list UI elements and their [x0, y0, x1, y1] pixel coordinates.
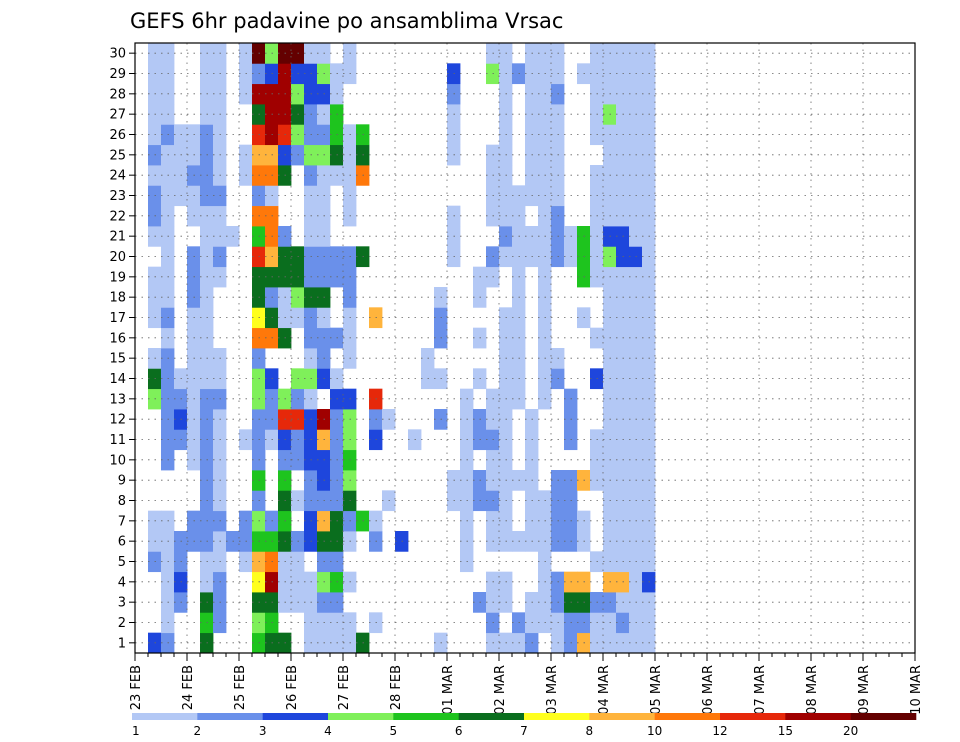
legend-label: 7: [520, 724, 528, 738]
legend-label: 15: [778, 724, 793, 738]
y-tick-label: 19: [109, 270, 126, 285]
y-tick-label: 11: [109, 433, 126, 448]
x-tick-label: 08 MAR: [805, 665, 820, 715]
legend-label: 5: [390, 724, 398, 738]
y-tick-label: 10: [109, 453, 126, 468]
x-tick-label: 27 FEB: [337, 665, 352, 710]
x-tick-label: 02 MAR: [493, 665, 508, 715]
x-tick-label: 25 FEB: [233, 665, 248, 710]
y-tick-label: 4: [118, 575, 126, 590]
y-tick-label: 16: [109, 331, 126, 346]
legend-swatch: [654, 713, 721, 720]
legend-label: 2: [194, 724, 202, 738]
legend-swatch: [328, 713, 394, 720]
x-tick-label: 01 MAR: [441, 665, 456, 715]
y-tick-label: 13: [109, 392, 126, 407]
legend-swatch: [850, 713, 917, 720]
x-tick-label: 05 MAR: [649, 665, 664, 715]
x-tick-label: 28 FEB: [389, 665, 404, 710]
y-axis: 1234567891011121314151617181920212223242…: [109, 47, 135, 651]
y-tick-label: 18: [109, 291, 126, 306]
y-tick-label: 28: [109, 87, 126, 102]
legend-swatch: [589, 713, 655, 720]
y-tick-label: 7: [118, 514, 126, 529]
y-tick-label: 8: [118, 494, 126, 509]
legend-swatch: [262, 713, 329, 720]
x-tick-label: 10 MAR: [909, 665, 924, 715]
legend-label: 6: [455, 724, 463, 738]
y-tick-label: 29: [109, 67, 126, 82]
y-tick-label: 17: [109, 311, 126, 326]
x-axis: 23 FEB 24 FEB 25 FEB 26 FEB 27 FEB 28 FEB 01 M…: [129, 653, 924, 715]
legend-swatch: [197, 713, 263, 720]
x-tick-label: 26 FEB: [285, 665, 300, 710]
y-tick-label: 30: [109, 47, 126, 62]
legend-label: 3: [259, 724, 267, 738]
y-tick-label: 12: [109, 413, 126, 428]
legend-label: 12: [712, 724, 727, 738]
x-tick-label: 09 MAR: [857, 665, 872, 715]
y-tick-label: 21: [109, 230, 126, 245]
y-tick-label: 22: [109, 209, 126, 224]
legend-label: 1: [132, 724, 140, 738]
legend-swatch: [458, 713, 525, 720]
x-tick-label: 07 MAR: [753, 665, 768, 715]
x-tick-label: 23 FEB: [129, 665, 144, 710]
x-tick-label: 03 MAR: [545, 665, 560, 715]
y-tick-label: 26: [109, 128, 126, 143]
y-tick-label: 14: [109, 372, 126, 387]
y-tick-label: 15: [109, 352, 126, 367]
y-tick-label: 27: [109, 108, 126, 123]
y-tick-label: 9: [118, 474, 126, 489]
y-tick-label: 5: [118, 555, 126, 570]
legend-swatch: [720, 713, 786, 720]
x-tick-label: 24 FEB: [181, 665, 196, 710]
y-tick-label: 6: [118, 535, 126, 550]
y-tick-label: 24: [109, 169, 126, 184]
y-tick-label: 20: [109, 250, 126, 265]
legend-label: 8: [586, 724, 594, 738]
x-tick-label: 06 MAR: [701, 665, 716, 715]
legend-label: 4: [324, 724, 332, 738]
y-tick-label: 2: [118, 616, 126, 631]
grid-lines: [135, 43, 916, 653]
y-tick-label: 1: [118, 636, 126, 651]
legend-swatch: [132, 713, 198, 720]
chart-title: GEFS 6hr padavine po ansamblima Vrsac: [130, 9, 563, 33]
y-tick-label: 23: [109, 189, 126, 204]
legend-swatch: [524, 713, 590, 720]
x-tick-label: 04 MAR: [597, 665, 612, 715]
legend-label: 10: [647, 724, 662, 738]
legend-label: 20: [843, 724, 858, 738]
color-legend: 1 2 3 4 5 6 7 8 10 12 15 20: [132, 713, 917, 738]
legend-swatch: [785, 713, 851, 720]
y-tick-label: 25: [109, 148, 126, 163]
y-tick-label: 3: [118, 596, 126, 611]
legend-swatch: [393, 713, 459, 720]
